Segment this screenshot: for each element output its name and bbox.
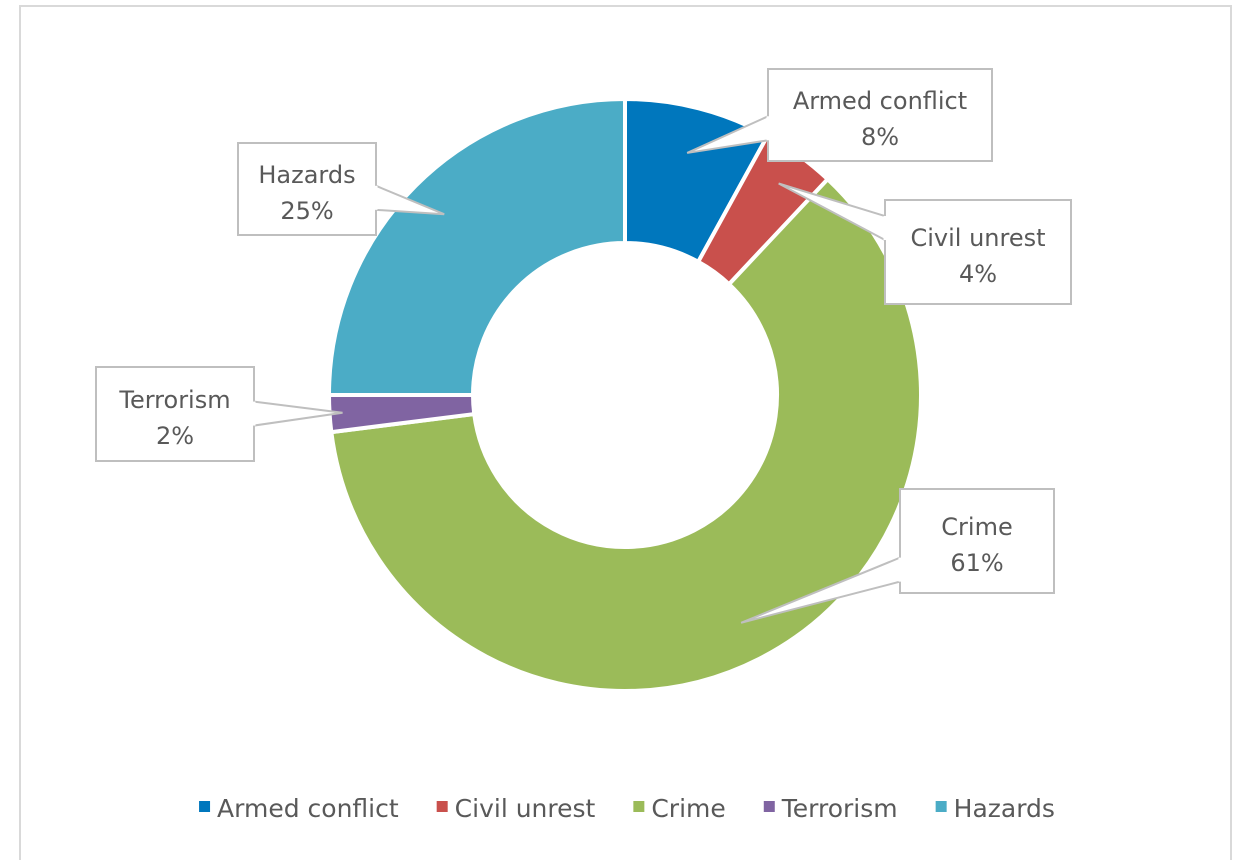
slice-label-value: 4% (959, 260, 997, 288)
slice-hazards (326, 96, 627, 397)
slice-label-name: Crime (941, 513, 1012, 541)
slice-label-name: Hazards (258, 161, 355, 189)
legend-swatch (436, 801, 448, 812)
legend-item-civil-unrest: Civil unrest (436, 794, 596, 823)
slice-label-name: Civil unrest (910, 224, 1045, 252)
legend-label: Hazards (954, 794, 1055, 823)
legend-item-hazards: Hazards (935, 794, 1055, 823)
legend-item-armed-conflict: Armed conflict (199, 794, 399, 823)
slice-label-name: Armed conflict (793, 87, 967, 115)
slice-label-value: 61% (950, 549, 1003, 577)
slice-label-value: 8% (861, 123, 899, 151)
legend: Armed conflict Civil unrest Crime Terrorism… (199, 794, 1055, 823)
callout-box (95, 366, 255, 462)
callouts: Armed conflict 8% Civil unrest 4% Crime 61% Te… (95, 68, 1072, 624)
callout-crime: Crime 61% (740, 488, 1055, 624)
legend-swatch (763, 801, 775, 812)
slice-label-value: 2% (156, 422, 194, 450)
slice-label-value: 25% (280, 197, 333, 225)
slice-label-name: Terrorism (118, 386, 230, 414)
callout-box (767, 68, 993, 162)
callout-box (899, 488, 1055, 594)
callout-box (884, 199, 1072, 305)
legend-label: Armed conflict (217, 794, 399, 823)
callout-civil-unrest: Civil unrest 4% (778, 182, 1072, 305)
slice-crime (329, 176, 923, 693)
legend-label: Civil unrest (455, 794, 596, 823)
callout-box (237, 142, 377, 236)
callout-hazards: Hazards 25% (237, 142, 445, 236)
legend-item-terrorism: Terrorism (763, 794, 898, 823)
slices (326, 96, 923, 693)
legend-swatch (935, 801, 947, 812)
legend-swatch (633, 801, 645, 812)
callout-armed-conflict: Armed conflict 8% (686, 68, 993, 162)
legend-label: Crime (651, 794, 725, 823)
callout-terrorism: Terrorism 2% (95, 366, 343, 462)
legend-item-crime: Crime (633, 794, 726, 823)
legend-swatch (199, 801, 211, 812)
legend-label: Terrorism (781, 794, 898, 823)
